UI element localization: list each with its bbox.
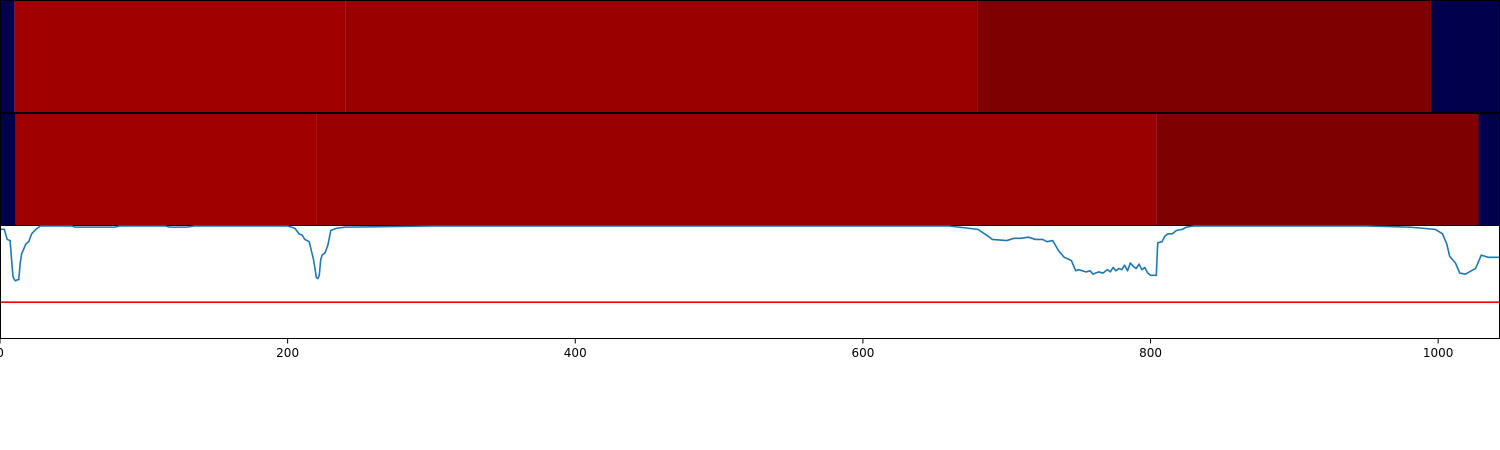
heatmap-middle-cell-1 xyxy=(15,114,317,225)
x-tick-label-3: 600 xyxy=(851,346,874,360)
x-axis-ticks: 0 200 400 600 800 1000 xyxy=(0,339,1453,360)
series-line-0 xyxy=(0,225,1500,282)
x-tick-label-4: 800 xyxy=(1139,346,1162,360)
heatmap-top-cell-0 xyxy=(0,1,15,112)
heatmap-top-cell-3 xyxy=(977,1,1431,112)
x-tick-label-1: 200 xyxy=(276,346,299,360)
x-tick-label-5: 1000 xyxy=(1423,346,1454,360)
x-tick-label-0: 0 xyxy=(0,346,4,360)
heatmap-middle-cell-0 xyxy=(0,114,16,225)
heatmap-middle-cell-3 xyxy=(1156,114,1479,225)
heatmap-middle-cell-4 xyxy=(1478,114,1500,225)
heatmap-top-cell-1 xyxy=(14,1,346,112)
heatmap-top-cell-4 xyxy=(1430,1,1500,112)
heatmap-top xyxy=(0,1,1500,112)
heatmap-middle-cell-2 xyxy=(316,114,1157,225)
x-tick-label-2: 400 xyxy=(564,346,587,360)
heatmap-middle xyxy=(0,114,1500,225)
line-series-group xyxy=(0,225,1500,303)
line-plot: 0 200 400 600 800 1000 xyxy=(0,225,1500,360)
heatmap-top-cell-2 xyxy=(345,1,978,112)
